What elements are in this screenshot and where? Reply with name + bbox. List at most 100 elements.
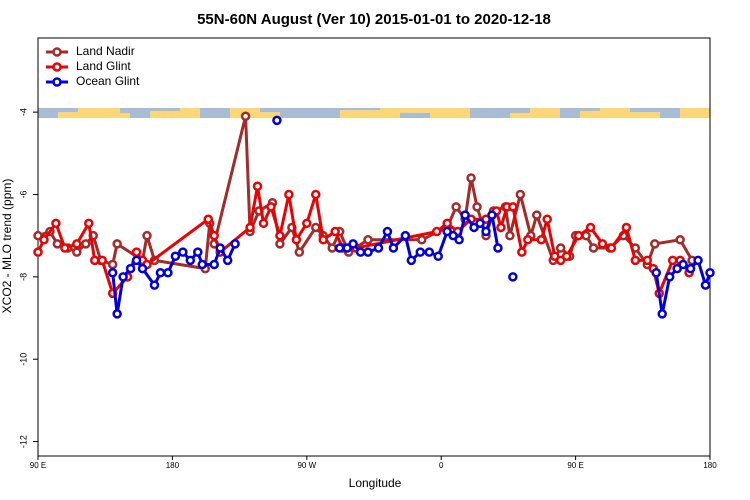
data-point [672, 263, 682, 274]
data-point [275, 239, 285, 249]
data-point [318, 235, 328, 245]
data-point [585, 222, 596, 233]
data-point [549, 251, 560, 262]
data-point [294, 247, 305, 257]
data-point [131, 247, 142, 257]
data-point [33, 230, 43, 241]
data-point [125, 263, 136, 274]
data-point [675, 235, 685, 245]
data-point [155, 267, 166, 278]
data-point [170, 251, 181, 262]
data-point [60, 243, 70, 253]
data-point [481, 226, 491, 237]
data-point [112, 239, 122, 249]
data-point [542, 214, 552, 224]
y-tick-label: -8 [18, 273, 28, 281]
data-point [348, 239, 358, 249]
data-point [149, 280, 160, 290]
data-point [448, 230, 458, 241]
data-point [197, 259, 208, 270]
data-point [555, 243, 566, 253]
data-point [555, 255, 566, 266]
data-point [651, 267, 661, 278]
data-point [475, 218, 485, 229]
data-point [621, 222, 632, 233]
data-point [131, 255, 142, 266]
data-point [505, 230, 515, 241]
data-point [373, 243, 384, 253]
data-point [230, 239, 240, 249]
data-point [630, 255, 641, 266]
legend-label: Land Glint [76, 59, 131, 73]
data-point [606, 243, 617, 253]
chart-title: 55N-60N August (Ver 10) 2015-01-01 to 20… [197, 11, 551, 28]
data-point [240, 111, 251, 121]
data-point [382, 226, 393, 237]
data-point [291, 235, 302, 245]
data-point [431, 226, 442, 237]
x-tick-label: 180 [166, 461, 180, 470]
data-point [685, 263, 696, 274]
data-point [72, 239, 82, 249]
data-point [112, 309, 122, 319]
y-tick-label: -6 [18, 190, 28, 198]
y-axis-label: XCO2 - MLO trend (ppm) [0, 179, 14, 314]
data-point [657, 309, 667, 319]
data-point [81, 239, 91, 249]
data-point [252, 181, 263, 192]
legend-label: Ocean Glint [76, 74, 140, 88]
series [33, 111, 697, 274]
x-axis-label: Longitude [349, 476, 402, 490]
data-point [163, 267, 173, 278]
x-tick-label: 90 E [567, 461, 583, 470]
data-point [209, 230, 219, 241]
data-point [284, 189, 294, 200]
x-tick-label: 180 [703, 461, 717, 470]
data-point [642, 255, 653, 266]
data-point [334, 243, 345, 253]
y-tick-label: -12 [18, 435, 28, 448]
data-point [258, 218, 269, 229]
data-point [272, 115, 282, 126]
data-point [442, 226, 452, 237]
data-point [515, 189, 526, 200]
data-point [266, 202, 276, 212]
data-point [203, 214, 213, 224]
data-point [311, 222, 321, 233]
plot-frame [37, 37, 711, 457]
data-point [142, 230, 152, 241]
data-point [487, 210, 497, 220]
data-point [442, 218, 452, 229]
data-point [664, 272, 675, 282]
data-point [137, 263, 148, 274]
data-point [355, 247, 366, 257]
data-point [424, 247, 435, 257]
legend-marker [52, 47, 62, 57]
data-point [245, 222, 255, 233]
data-point [469, 222, 479, 233]
data-point [33, 247, 43, 257]
data-point [493, 243, 503, 253]
data-point [588, 243, 599, 253]
data-point [363, 247, 373, 257]
data-point [466, 173, 476, 183]
data-point [107, 259, 118, 270]
data-point [302, 218, 312, 229]
x-tick-label: 0 [439, 461, 444, 470]
data-point [597, 239, 608, 249]
data-point [215, 243, 225, 253]
data-point [52, 239, 63, 249]
data-point [209, 259, 219, 270]
legend-marker [52, 77, 62, 87]
data-point [330, 226, 340, 237]
data-point [700, 280, 711, 290]
data-point [400, 230, 411, 241]
y-tick-label: -4 [18, 108, 28, 116]
data-point [536, 235, 547, 245]
map-strip [38, 108, 710, 118]
data-point [118, 272, 128, 282]
data-point [327, 243, 337, 253]
data-point [84, 218, 94, 229]
data-point [222, 255, 233, 266]
